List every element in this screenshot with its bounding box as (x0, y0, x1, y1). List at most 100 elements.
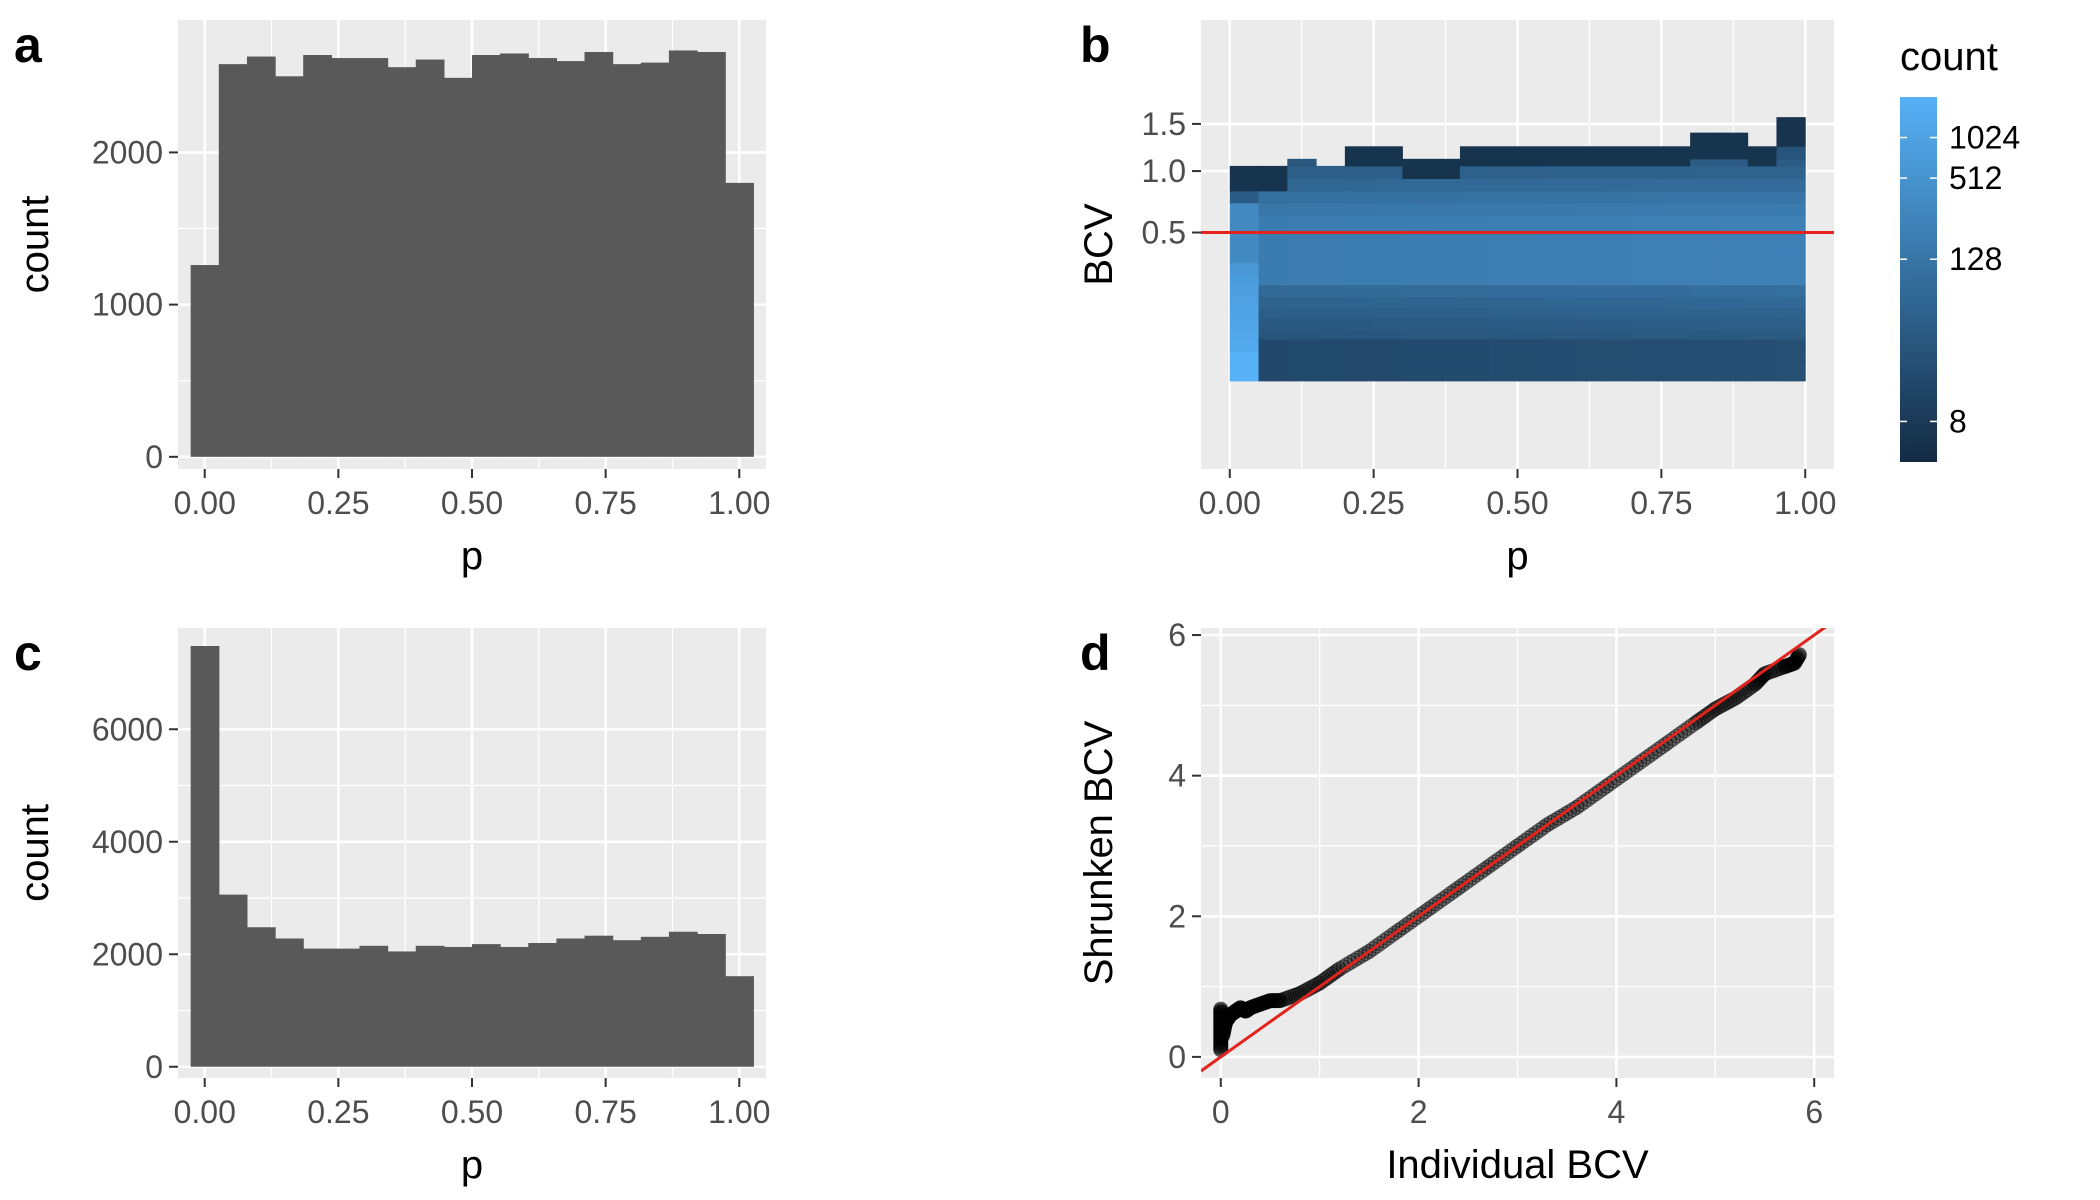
heatmap-cell (1258, 308, 1288, 319)
heatmap-cell (1718, 158, 1749, 167)
heatmap-cell (1229, 215, 1260, 228)
heatmap-cell (1776, 273, 1806, 286)
heatmap-cell (1747, 190, 1777, 204)
heatmap-cell (1517, 178, 1547, 192)
heatmap-cell (1431, 317, 1461, 330)
histogram-bar (275, 76, 304, 457)
x-tick-label: 6 (1805, 1094, 1823, 1130)
heatmap-cell (1690, 132, 1720, 147)
heatmap-cell (1488, 273, 1518, 286)
heatmap-cell (1229, 284, 1260, 298)
heatmap-cell (1258, 329, 1288, 340)
heatmap-cell (1603, 165, 1634, 180)
heatmap-cell (1718, 165, 1749, 180)
heatmap-cell (1776, 262, 1806, 275)
histogram-bar (359, 58, 389, 457)
panel-label-d: d (1080, 625, 1111, 681)
heatmap-cell (1546, 249, 1576, 263)
heatmap-cell (1776, 202, 1806, 217)
heatmap-cell (1373, 146, 1403, 160)
heatmap-cell (1459, 359, 1490, 382)
heatmap-cell (1632, 262, 1662, 275)
heatmap-cell (1373, 262, 1403, 275)
heatmap-cell (1344, 308, 1375, 319)
histogram-bar (415, 945, 445, 1067)
heatmap-cell (1402, 329, 1432, 340)
heatmap-cell (1373, 296, 1403, 309)
heatmap-cell (1402, 165, 1432, 180)
heatmap-cell (1287, 202, 1317, 217)
y-tick-label: 6000 (92, 711, 163, 747)
heatmap-cell (1546, 284, 1576, 298)
heatmap-cell (1546, 146, 1576, 160)
heatmap-cell (1632, 158, 1662, 167)
heatmap-cell (1661, 262, 1691, 275)
x-tick-label: 0.50 (441, 1094, 503, 1130)
heatmap-cell (1661, 338, 1691, 352)
heatmap-cell (1459, 308, 1490, 319)
heatmap-cell (1459, 329, 1490, 340)
heatmap-cell (1373, 359, 1403, 382)
heatmap-cell (1258, 359, 1288, 382)
heatmap-cell (1776, 317, 1806, 330)
heatmap-cell (1776, 190, 1806, 204)
heatmap-cell (1747, 262, 1777, 275)
heatmap-cell (1718, 329, 1749, 340)
heatmap-cell (1402, 178, 1432, 192)
y-axis-title: Shrunken BCV (1077, 720, 1121, 985)
x-tick-label: 0 (1212, 1094, 1230, 1130)
histogram-bar (640, 62, 670, 457)
heatmap-cell (1488, 190, 1518, 204)
heatmap-cell (1459, 317, 1490, 330)
heatmap-cell (1661, 215, 1691, 228)
heatmap-cell (1632, 296, 1662, 309)
x-tick-label: 1.00 (708, 1094, 770, 1130)
heatmap-cell (1517, 202, 1547, 217)
heatmap-cell (1287, 178, 1317, 192)
heatmap-cell (1229, 308, 1260, 319)
heatmap-cell (1661, 158, 1691, 167)
heatmap-cell (1287, 215, 1317, 228)
heatmap-cell (1287, 284, 1317, 298)
heatmap-cell (1546, 158, 1576, 167)
heatmap-cell (1575, 215, 1605, 228)
heatmap-cell (1661, 317, 1691, 330)
heatmap-cell (1603, 317, 1634, 330)
heatmap-cell (1661, 284, 1691, 298)
histogram-bar (331, 948, 361, 1067)
heatmap-cell (1546, 202, 1576, 217)
heatmap-cell (1661, 359, 1691, 382)
heatmap-cell (1718, 178, 1749, 192)
heatmap-cell (1690, 273, 1720, 286)
data-point (1791, 648, 1807, 664)
heatmap-cell (1373, 215, 1403, 228)
legend-break-label: 128 (1949, 241, 2002, 277)
heatmap-cell (1517, 165, 1547, 180)
heatmap-cell (1690, 202, 1720, 217)
histogram-bar (190, 646, 220, 1067)
histogram-bar (303, 55, 332, 457)
heatmap-cell (1373, 308, 1403, 319)
heatmap-cell (1344, 329, 1375, 340)
heatmap-cell (1661, 249, 1691, 263)
heatmap-cell (1747, 158, 1777, 167)
heatmap-cell (1258, 338, 1288, 352)
heatmap-cell (1661, 238, 1691, 251)
heatmap-cell (1718, 262, 1749, 275)
heatmap-cell (1776, 238, 1806, 251)
heatmap-cell (1488, 351, 1518, 361)
heatmap-cell (1316, 238, 1346, 251)
heatmap-cell (1718, 215, 1749, 228)
x-tick-label: 0.75 (574, 485, 636, 521)
heatmap-cell (1718, 238, 1749, 251)
heatmap-cell (1287, 359, 1317, 382)
histogram-bar (556, 938, 586, 1067)
heatmap-cell (1344, 165, 1375, 180)
heatmap-cell (1517, 296, 1547, 309)
panel-c: 0.00 0.25 0.50 0.75 1.00 0 2000 4000 6000 p count (13, 628, 770, 1187)
heatmap-cell (1517, 262, 1547, 275)
heatmap-cell (1488, 284, 1518, 298)
heatmap-cell (1603, 146, 1634, 160)
heatmap-cell (1488, 202, 1518, 217)
heatmap-cell (1344, 249, 1375, 263)
